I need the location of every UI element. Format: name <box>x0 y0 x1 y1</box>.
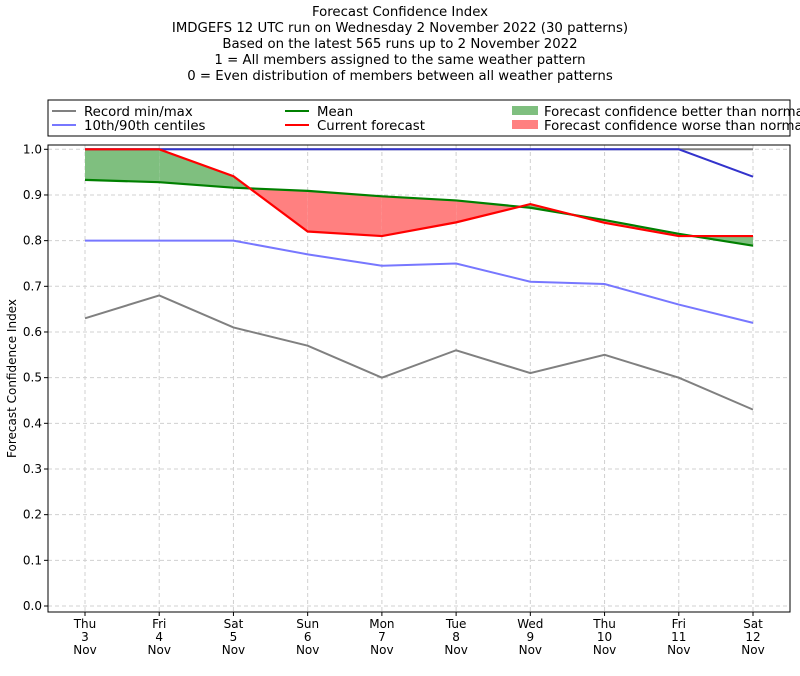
y-tick-label: 0.6 <box>23 325 42 339</box>
x-tick-label: Fri 11 Nov <box>667 617 690 657</box>
legend <box>47 99 791 137</box>
series-line-current <box>85 148 753 238</box>
fill-better-than-normal <box>85 149 160 183</box>
legend-label: Forecast confidence worse than normal <box>544 119 800 134</box>
legend-label: Record min/max <box>84 105 193 120</box>
x-tick-label: Fri 4 Nov <box>148 617 171 657</box>
legend-patch-swatch <box>512 106 538 115</box>
fill-worse-than-normal <box>381 196 457 237</box>
series-line-record_min <box>84 294 754 411</box>
subtitle-line: 1 = All members assigned to the same wea… <box>214 53 586 68</box>
fill-worse-than-normal <box>307 190 382 237</box>
legend-patch-swatch <box>512 120 538 129</box>
y-tick-label: 0.3 <box>23 462 42 476</box>
y-tick-label: 0.5 <box>23 371 42 385</box>
y-tick-label: 0.7 <box>23 279 42 293</box>
legend-label: Forecast confidence better than normal <box>544 105 800 120</box>
y-axis-label: Forecast Confidence Index <box>5 299 19 458</box>
legend-label: Mean <box>317 105 353 120</box>
y-tick-label: 0.4 <box>23 416 42 430</box>
x-tick-label: Sun 6 Nov <box>296 617 319 657</box>
subtitle-line: Based on the latest 565 runs up to 2 Nov… <box>222 37 578 52</box>
subtitle-line: IMDGEFS 12 UTC run on Wednesday 2 Novemb… <box>171 21 629 36</box>
x-tick-label: Thu 10 Nov <box>592 617 616 657</box>
title-line: Forecast Confidence Index <box>311 5 489 20</box>
y-tick-label: 0.2 <box>23 508 42 522</box>
subtitle-line: 0 = Even distribution of members between… <box>187 69 613 84</box>
y-tick-label: 1.0 <box>23 142 42 156</box>
x-tick-label: Tue 8 Nov <box>444 617 467 657</box>
x-tick-label: Wed 9 Nov <box>517 617 543 657</box>
y-tick-label: 0.8 <box>23 234 42 248</box>
x-tick-label: Mon 7 Nov <box>369 617 394 657</box>
series-line-p90 <box>85 148 754 178</box>
series-line-mean <box>84 178 754 247</box>
x-tick-label: Sat 5 Nov <box>222 617 245 657</box>
legend-label: Current forecast <box>317 119 425 134</box>
series-line-p10 <box>85 239 754 324</box>
y-tick-label: 0.1 <box>23 553 42 567</box>
chart-title: Forecast Confidence Index IMDGEFS 12 UTC… <box>0 5 800 85</box>
legend-label: 10th/90th centiles <box>84 119 206 134</box>
y-tick-label: 0.0 <box>23 599 42 613</box>
y-tick-label: 0.9 <box>23 188 42 202</box>
plot-frame <box>47 144 791 613</box>
x-tick-label: Sat 12 Nov <box>741 617 764 657</box>
x-tick-label: Thu 3 Nov <box>73 617 97 657</box>
fill-better-than-normal <box>159 149 234 188</box>
